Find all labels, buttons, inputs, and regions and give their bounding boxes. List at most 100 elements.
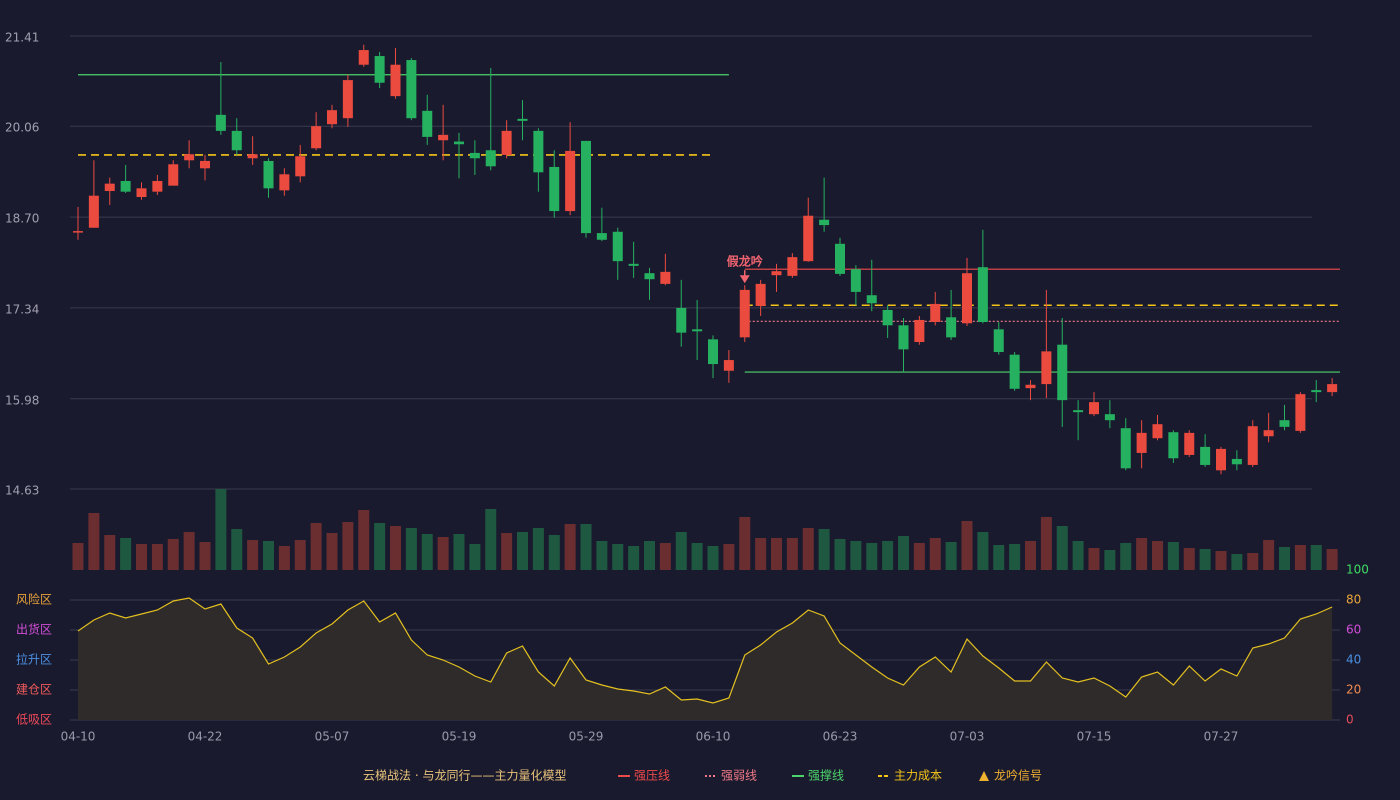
volume-bar xyxy=(818,529,830,570)
x-tick-label: 04-10 xyxy=(61,730,96,744)
volume-bar xyxy=(1215,551,1227,570)
candle-body xyxy=(120,180,131,192)
candle-body xyxy=(866,295,877,304)
candle-body xyxy=(279,174,290,191)
volume-bar xyxy=(1310,545,1322,570)
candle-body xyxy=(469,152,480,159)
candle-body xyxy=(1009,354,1020,389)
candle-body xyxy=(835,243,845,274)
oscillator-line xyxy=(77,597,1333,704)
volume-bar xyxy=(88,513,100,570)
candle-body xyxy=(596,233,607,240)
candle-body xyxy=(739,289,750,338)
candle-body xyxy=(1247,426,1258,465)
volume-bar xyxy=(485,509,497,570)
volume-bar xyxy=(1247,553,1259,570)
volume-bar xyxy=(1279,547,1290,570)
candle-body xyxy=(612,231,623,262)
y2-tick-label: 20 xyxy=(1346,683,1361,697)
candle-body xyxy=(676,307,687,333)
volume-bar xyxy=(1152,541,1163,570)
candle-body xyxy=(1073,410,1084,413)
volume-bar xyxy=(405,528,417,570)
volume-bar xyxy=(977,532,989,570)
volume-bar xyxy=(167,539,179,570)
y-tick-label: 21.41 xyxy=(5,31,39,45)
volume-bar xyxy=(866,543,878,570)
volume-bar xyxy=(1263,540,1275,570)
candle-body xyxy=(819,219,830,226)
volume-bar xyxy=(945,542,957,570)
volume-bar xyxy=(612,544,624,570)
volume-bar xyxy=(675,532,687,570)
y-tick-label: 17.34 xyxy=(5,302,39,316)
y2-tick-label: 80 xyxy=(1346,593,1361,607)
volume-bar xyxy=(850,541,862,570)
signal-arrow xyxy=(739,275,750,284)
area-fill xyxy=(78,598,1333,720)
candle-body xyxy=(342,80,353,119)
candle-body xyxy=(247,154,258,159)
candle-body xyxy=(1168,432,1179,459)
volume-bar xyxy=(1056,526,1068,570)
volume-bar xyxy=(1088,548,1100,570)
volume-bar xyxy=(1009,544,1021,570)
footer-title: 云梯战法 · 与龙同行——主力量化模型 xyxy=(363,769,566,783)
candle-body xyxy=(358,50,369,65)
volume-bar xyxy=(437,537,449,570)
legend-marker xyxy=(979,771,989,781)
candle-body xyxy=(1295,394,1306,431)
volume-bar xyxy=(501,533,513,570)
x-tick-label: 05-19 xyxy=(442,730,477,744)
volume-bar xyxy=(802,528,814,570)
candle-body xyxy=(660,271,671,284)
volume-bar xyxy=(263,541,274,570)
x-tick-label: 06-10 xyxy=(696,730,731,744)
volume-bar xyxy=(374,523,386,570)
volume-bar xyxy=(786,538,798,570)
volume-bar xyxy=(707,546,719,570)
zone-label: 拉升区 xyxy=(16,652,52,667)
candle-body xyxy=(168,164,179,186)
volume-bar xyxy=(882,541,894,570)
candle-body xyxy=(914,319,925,343)
volume-bar xyxy=(326,533,338,570)
candle-body xyxy=(295,156,306,177)
candle-body xyxy=(850,269,861,292)
candle-body xyxy=(311,126,322,149)
volume-bar xyxy=(564,524,576,570)
volume-bar xyxy=(580,524,592,570)
candle-body xyxy=(374,56,385,83)
volume-bar xyxy=(961,521,973,570)
x-tick-label: 07-27 xyxy=(1204,730,1239,744)
volume-bar xyxy=(453,534,465,570)
volume-bar xyxy=(771,538,782,570)
x-tick-label: 07-15 xyxy=(1077,730,1112,744)
candle-body xyxy=(1136,432,1147,453)
volume-bar xyxy=(755,538,767,570)
volume-bar xyxy=(469,544,481,570)
candle-body xyxy=(263,160,274,189)
candle-body xyxy=(771,271,782,276)
y-tick-label: 20.06 xyxy=(5,121,39,135)
candle-body xyxy=(454,141,464,145)
y-tick-label: 14.63 xyxy=(5,484,39,498)
volume-bar xyxy=(342,522,354,570)
zone-label: 低吸区 xyxy=(16,713,52,727)
candle-body xyxy=(1184,432,1195,455)
volume-bar xyxy=(596,541,608,570)
volume-bar xyxy=(278,546,290,570)
x-tick-label: 05-07 xyxy=(315,730,350,744)
candle-body xyxy=(723,360,734,371)
candle-body xyxy=(787,257,798,276)
candle-body xyxy=(946,317,957,338)
zone-label: 风险区 xyxy=(16,592,52,607)
candle-body xyxy=(501,130,512,155)
volume-bar xyxy=(834,539,846,570)
volume-bar xyxy=(1167,542,1179,570)
volume-bar xyxy=(199,542,211,570)
candle-body xyxy=(692,329,703,332)
candle-body xyxy=(1327,384,1338,393)
volume-bar xyxy=(104,535,116,570)
candle-body xyxy=(1311,390,1322,393)
